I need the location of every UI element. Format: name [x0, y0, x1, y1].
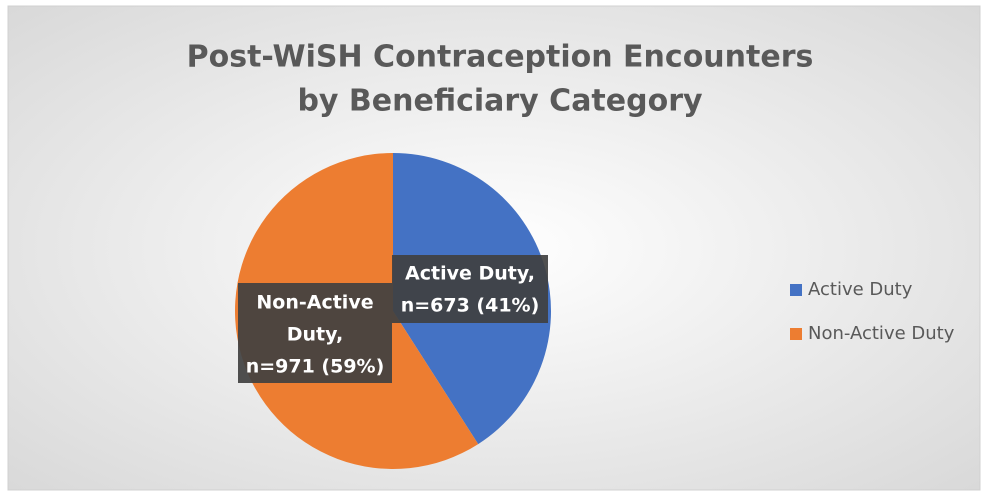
- data-label-box: [238, 283, 392, 383]
- data-label-box: [392, 255, 548, 323]
- data-label: Active Duty,: [405, 263, 535, 285]
- chart-title: Post-WiSH Contraception Encounters: [187, 40, 814, 75]
- legend-label: Non-Active Duty: [808, 323, 955, 344]
- data-label: n=673 (41%): [401, 295, 540, 317]
- chart-title: by Beneficiary Category: [297, 84, 703, 119]
- data-label: Duty,: [287, 324, 344, 346]
- data-label: Non-Active: [256, 292, 373, 314]
- legend-swatch: [790, 284, 802, 296]
- legend-label: Active Duty: [808, 279, 913, 300]
- data-label: n=971 (59%): [246, 356, 385, 378]
- legend-swatch: [790, 328, 802, 340]
